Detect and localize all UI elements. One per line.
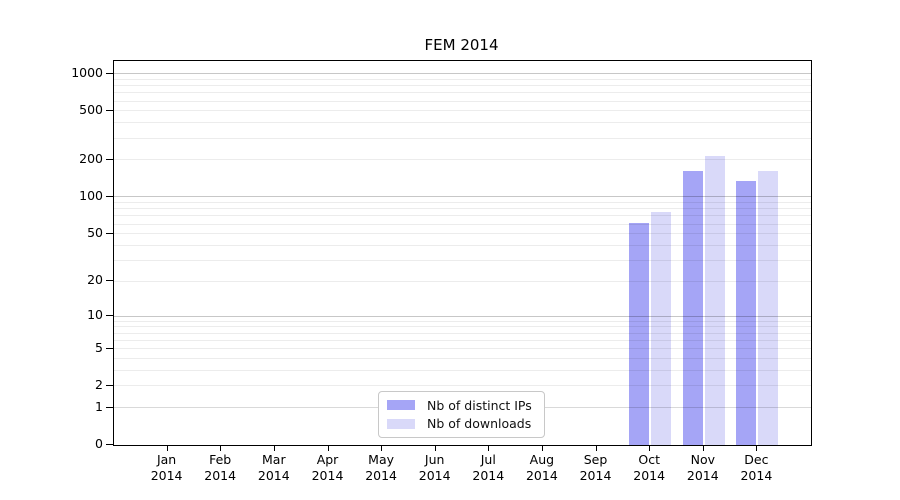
gridline-major xyxy=(114,315,811,317)
y-tick xyxy=(106,195,114,197)
gridline-minor xyxy=(114,100,811,102)
gridline-minor xyxy=(114,244,811,246)
gridline-minor xyxy=(114,370,811,371)
gridline-minor xyxy=(114,326,811,328)
gridline-minor xyxy=(114,339,811,341)
gridline-minor xyxy=(114,78,811,80)
x-tick-label: Nov 2014 xyxy=(686,452,719,483)
x-tick xyxy=(381,445,383,451)
legend-label-distinct-ips: Nb of distinct IPs xyxy=(427,397,532,413)
x-tick-label: Mar 2014 xyxy=(257,452,290,483)
legend-swatch-downloads xyxy=(387,418,415,429)
x-tick xyxy=(220,445,222,451)
legend-item-distinct-ips: Nb of distinct IPs xyxy=(387,396,536,415)
x-tick xyxy=(488,445,490,451)
gridline-minor xyxy=(114,159,811,161)
x-tick xyxy=(541,445,543,451)
gridline-minor xyxy=(114,358,811,359)
grid-layer xyxy=(114,61,811,445)
x-tick xyxy=(273,445,275,451)
bar-distinct-ips xyxy=(682,171,703,445)
gridline-minor xyxy=(114,110,811,112)
legend-label-downloads: Nb of downloads xyxy=(427,416,532,432)
legend: Nb of distinct IPs Nb of downloads xyxy=(378,391,545,438)
y-tick-label: 1000 xyxy=(71,64,103,80)
y-tick xyxy=(106,109,114,111)
bar-downloads xyxy=(704,156,725,445)
gridline-major xyxy=(114,73,811,74)
y-tick xyxy=(106,384,114,386)
bar-downloads xyxy=(758,171,779,445)
x-tick xyxy=(595,445,597,451)
plot-area xyxy=(113,60,812,446)
y-tick-label: 1 xyxy=(95,398,103,414)
x-tick-label: Jun 2014 xyxy=(418,452,451,483)
legend-item-downloads: Nb of downloads xyxy=(387,415,536,434)
gridline-major xyxy=(114,196,811,198)
y-tick xyxy=(106,232,114,234)
bars-layer xyxy=(114,61,811,445)
y-tick-label: 5 xyxy=(95,339,103,355)
gridline-minor xyxy=(114,259,811,261)
gridline-minor xyxy=(114,208,811,210)
gridline-minor xyxy=(114,122,811,124)
y-tick xyxy=(106,72,114,74)
gridline-minor xyxy=(114,320,811,322)
x-tick-label: Apr 2014 xyxy=(311,452,344,483)
x-tick-label: May 2014 xyxy=(365,452,397,483)
y-tick-label: 50 xyxy=(87,224,103,240)
y-tick xyxy=(106,280,114,282)
x-tick-label: Jul 2014 xyxy=(472,452,505,483)
x-tick-label: Aug 2014 xyxy=(525,452,558,483)
y-tick-label: 10 xyxy=(87,307,103,323)
x-tick xyxy=(327,445,329,451)
gridline-minor xyxy=(114,385,811,387)
chart-title: FEM 2014 xyxy=(424,36,499,54)
y-tick-label: 500 xyxy=(79,101,103,117)
y-tick xyxy=(106,158,114,160)
x-tick xyxy=(756,445,758,451)
bar-downloads xyxy=(651,212,672,445)
x-tick xyxy=(702,445,704,451)
x-tick-label: Dec 2014 xyxy=(740,452,773,483)
y-tick-label: 2 xyxy=(95,376,103,392)
gridline-minor xyxy=(114,280,811,282)
y-tick xyxy=(106,406,114,408)
x-tick-label: Jan 2014 xyxy=(150,452,183,483)
y-tick xyxy=(106,347,114,349)
x-tick-label: Oct 2014 xyxy=(633,452,666,483)
legend-swatch-distinct-ips xyxy=(387,400,415,411)
gridline-minor xyxy=(114,92,811,94)
y-tick-label: 200 xyxy=(79,150,103,166)
gridline-minor xyxy=(114,202,811,203)
bar-distinct-ips xyxy=(629,223,650,445)
y-tick-label: 100 xyxy=(79,187,103,203)
x-tick xyxy=(434,445,436,451)
y-tick xyxy=(106,444,114,445)
y-tick-label: 20 xyxy=(87,272,103,288)
x-tick-label: Sep 2014 xyxy=(579,452,612,483)
x-tick xyxy=(649,445,651,451)
gridline-minor xyxy=(114,223,811,225)
x-tick xyxy=(166,445,168,451)
gridline-minor xyxy=(114,233,811,235)
gridline-minor xyxy=(114,215,811,217)
gridline-minor xyxy=(114,332,811,334)
y-tick xyxy=(106,315,114,317)
x-tick-label: Feb 2014 xyxy=(204,452,237,483)
gridline-minor xyxy=(114,348,811,350)
gridline-minor xyxy=(114,85,811,86)
gridline-minor xyxy=(114,137,811,139)
y-tick-label: 0 xyxy=(95,436,103,451)
bar-distinct-ips xyxy=(736,180,757,445)
